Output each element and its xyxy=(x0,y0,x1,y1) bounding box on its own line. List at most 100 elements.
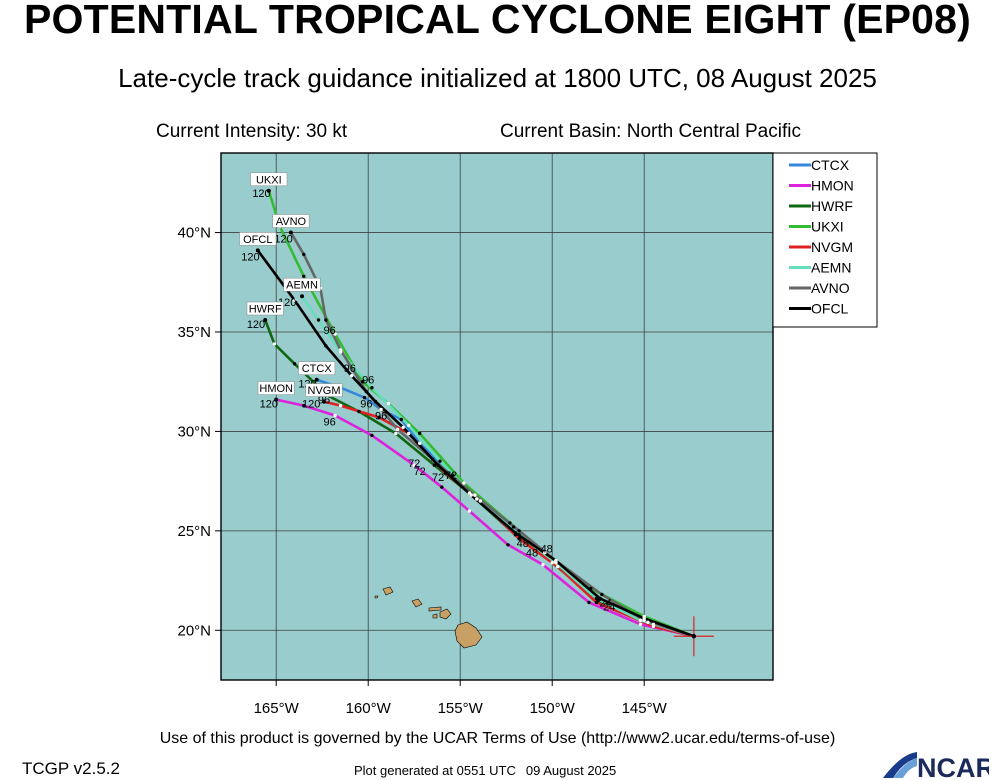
hawaiian-islands xyxy=(374,586,483,649)
forecast-hour-label: 96 xyxy=(323,325,335,337)
legend-label: AVNO xyxy=(811,280,850,296)
forecast-hour-label: 96 xyxy=(323,416,335,428)
track-point xyxy=(543,551,547,555)
track-point xyxy=(642,616,646,621)
track-point xyxy=(373,399,378,404)
island-lanai xyxy=(432,613,438,619)
track-point xyxy=(475,497,479,501)
end-label-text: AVNO xyxy=(276,216,307,228)
track-point xyxy=(550,561,554,565)
track-point xyxy=(407,423,411,428)
track-point xyxy=(338,348,343,352)
track-point xyxy=(338,403,343,408)
axis-tick-labels: 165°W 160°W 155°W 150°W 145°W 20°N 25°N 30°N 35°… xyxy=(177,225,667,717)
track-point xyxy=(478,499,483,503)
current-basin: Current Basin: North Central Pacific xyxy=(500,121,801,142)
track-point xyxy=(638,622,643,626)
end-point xyxy=(288,230,293,235)
track-point xyxy=(379,407,383,412)
legend-label: CTCX xyxy=(811,157,850,173)
initial-point xyxy=(691,634,697,639)
track-point xyxy=(451,473,455,477)
end-label-ctcx: CTCX xyxy=(298,361,336,382)
ocean-background xyxy=(221,153,773,680)
track-point xyxy=(377,415,381,420)
end-point xyxy=(255,248,260,253)
forecast-hour-label: 96 xyxy=(362,375,374,387)
track-point xyxy=(517,529,521,533)
track-point xyxy=(651,624,656,628)
track-point xyxy=(395,427,400,432)
end-label-text: CTCX xyxy=(302,363,333,375)
end-point xyxy=(300,294,304,299)
track-point xyxy=(469,493,473,497)
forecast-hour-label: 72 xyxy=(432,472,444,484)
x-tick-label: 165°W xyxy=(254,700,300,717)
y-tick-label: 20°N xyxy=(177,622,211,639)
end-label-text: HMON xyxy=(259,383,293,395)
forecast-hour-label: 96 xyxy=(375,411,387,423)
page-subtitle: Late-cycle track guidance initialized at… xyxy=(118,63,877,93)
page-title: POTENTIAL TROPICAL CYCLONE EIGHT (EP08) xyxy=(23,0,972,42)
legend-label: OFCL xyxy=(811,301,849,317)
legend-label: HWRF xyxy=(811,198,853,214)
initial-position-marker xyxy=(673,616,714,657)
island-maui xyxy=(439,608,452,620)
y-tick-label: 35°N xyxy=(177,324,211,341)
ncar-logo-text: NCAR xyxy=(917,753,989,780)
track-point xyxy=(361,380,365,384)
forecast-hour-label: 120 xyxy=(302,399,320,411)
x-tick-label: 160°W xyxy=(346,700,392,717)
track-point xyxy=(430,457,435,461)
track-point xyxy=(302,274,306,278)
island-big-island xyxy=(454,621,483,649)
forecast-hour-label: 120 xyxy=(252,188,270,200)
track-point xyxy=(511,525,516,529)
ncar-logo: NCAR xyxy=(883,752,989,780)
track-lines xyxy=(256,189,696,638)
track-point xyxy=(589,586,593,591)
x-tick-label: 145°W xyxy=(622,700,668,717)
forecast-hour-label: 120 xyxy=(241,251,259,263)
end-point xyxy=(322,399,326,404)
legend-label: NVGM xyxy=(811,239,853,255)
track-point xyxy=(394,431,398,436)
track-point xyxy=(316,318,321,322)
track-point xyxy=(541,563,545,567)
track-point xyxy=(462,481,466,485)
forecast-hour-label: 96 xyxy=(344,363,356,375)
track-avno xyxy=(289,231,696,638)
track-point xyxy=(594,596,599,601)
track-point xyxy=(594,600,599,605)
end-point xyxy=(274,397,279,402)
end-label-text: UKXI xyxy=(256,174,282,186)
track-point xyxy=(517,533,521,537)
track-point xyxy=(438,459,442,463)
map-frame xyxy=(220,152,774,681)
track-point xyxy=(638,618,643,622)
end-label-box xyxy=(298,361,336,375)
track-point xyxy=(506,543,510,547)
track-point xyxy=(418,431,422,436)
end-label-text: OFCL xyxy=(243,234,272,246)
ncar-logo-swoosh xyxy=(883,752,917,778)
end-label-text: HWRF xyxy=(249,304,282,316)
forecast-hour-label: 24 xyxy=(599,597,611,609)
track-point xyxy=(646,620,650,624)
end-label-box xyxy=(305,383,343,397)
legend-label: AEMN xyxy=(811,260,851,276)
end-label-ukxi: UKXI xyxy=(250,172,288,193)
current-intensity: Current Intensity: 30 kt xyxy=(156,121,348,142)
end-label-text: NVGM xyxy=(308,385,341,397)
track-point xyxy=(513,531,518,535)
track-point xyxy=(407,431,411,436)
legend-label: HMON xyxy=(811,178,854,194)
forecast-hour-label: 48 xyxy=(526,548,538,560)
track-point xyxy=(370,386,374,390)
track-point xyxy=(436,463,440,467)
legend-entry-hmon: HMON xyxy=(789,178,854,194)
track-point xyxy=(556,564,560,569)
island-oahu xyxy=(411,598,423,608)
track-point xyxy=(508,521,512,525)
end-point xyxy=(266,188,271,193)
